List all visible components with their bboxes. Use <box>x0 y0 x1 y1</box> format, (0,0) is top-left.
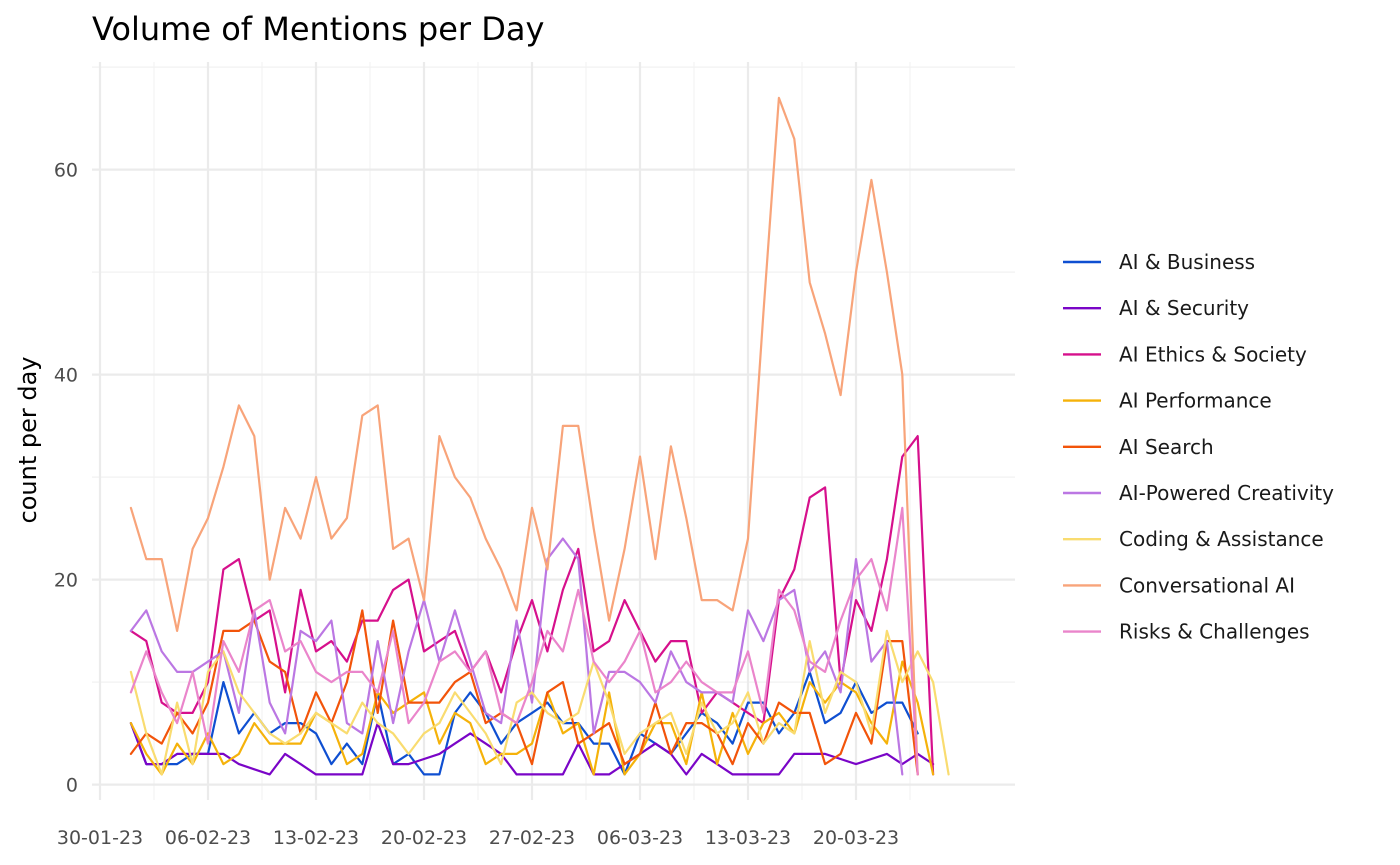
x-axis-ticks: 30-01-23 06-02-23 13-02-23 20-02-23 27-02-23… <box>57 827 899 849</box>
x-tick-label: 06-02-23 <box>165 827 251 849</box>
x-tick-label: 20-03-23 <box>813 827 899 849</box>
y-tick-label: 60 <box>54 160 78 182</box>
series-lines <box>129 96 950 776</box>
x-tick-label: 30-01-23 <box>57 827 143 849</box>
y-axis-label: count per day <box>14 357 42 524</box>
x-tick-label: 06-03-23 <box>597 827 683 849</box>
series-line-conversational-ai <box>129 96 919 776</box>
x-tick-label: 13-03-23 <box>705 827 791 849</box>
legend-item: AI & Security <box>1063 296 1249 320</box>
series-line-ai-business <box>129 670 919 776</box>
series-line-ai-search <box>129 609 919 776</box>
legend-label: Conversational AI <box>1119 573 1295 597</box>
x-tick-label: 13-02-23 <box>273 827 359 849</box>
legend-item: Conversational AI <box>1063 573 1295 597</box>
legend-label: AI & Business <box>1119 250 1255 274</box>
legend-label: AI Search <box>1119 435 1214 459</box>
legend-label: Risks & Challenges <box>1119 620 1310 644</box>
chart-title: Volume of Mentions per Day <box>92 10 544 48</box>
legend-label: AI-Powered Creativity <box>1119 481 1334 505</box>
legend-item: AI Ethics & Society <box>1063 342 1307 366</box>
x-tick-label: 27-02-23 <box>489 827 575 849</box>
x-tick-label: 20-02-23 <box>381 827 467 849</box>
series-line-coding-assistance <box>129 629 950 776</box>
legend: AI & Business AI & Security AI Ethics & So… <box>1063 250 1334 644</box>
y-tick-label: 40 <box>54 365 78 387</box>
series-line-ai-powered-creativity <box>129 537 904 776</box>
series-line-ai-performance <box>129 660 935 776</box>
legend-item: Risks & Challenges <box>1063 620 1310 644</box>
legend-item: AI-Powered Creativity <box>1063 481 1334 505</box>
series-line-ai-security <box>129 721 935 776</box>
y-tick-label: 0 <box>66 775 78 797</box>
legend-item: AI & Business <box>1063 250 1255 274</box>
legend-label: AI Performance <box>1119 389 1272 413</box>
major-gridlines <box>92 62 1015 800</box>
series-line-risks-challenges <box>129 506 919 776</box>
legend-label: AI & Security <box>1119 296 1249 320</box>
legend-item: AI Performance <box>1063 389 1272 413</box>
legend-label: Coding & Assistance <box>1119 527 1324 551</box>
legend-label: AI Ethics & Society <box>1119 342 1307 366</box>
y-tick-label: 20 <box>54 570 78 592</box>
series-line-ai-ethics-society <box>129 435 935 776</box>
legend-item: Coding & Assistance <box>1063 527 1324 551</box>
legend-item: AI Search <box>1063 435 1214 459</box>
y-axis-ticks: 0 20 40 60 <box>54 160 78 797</box>
